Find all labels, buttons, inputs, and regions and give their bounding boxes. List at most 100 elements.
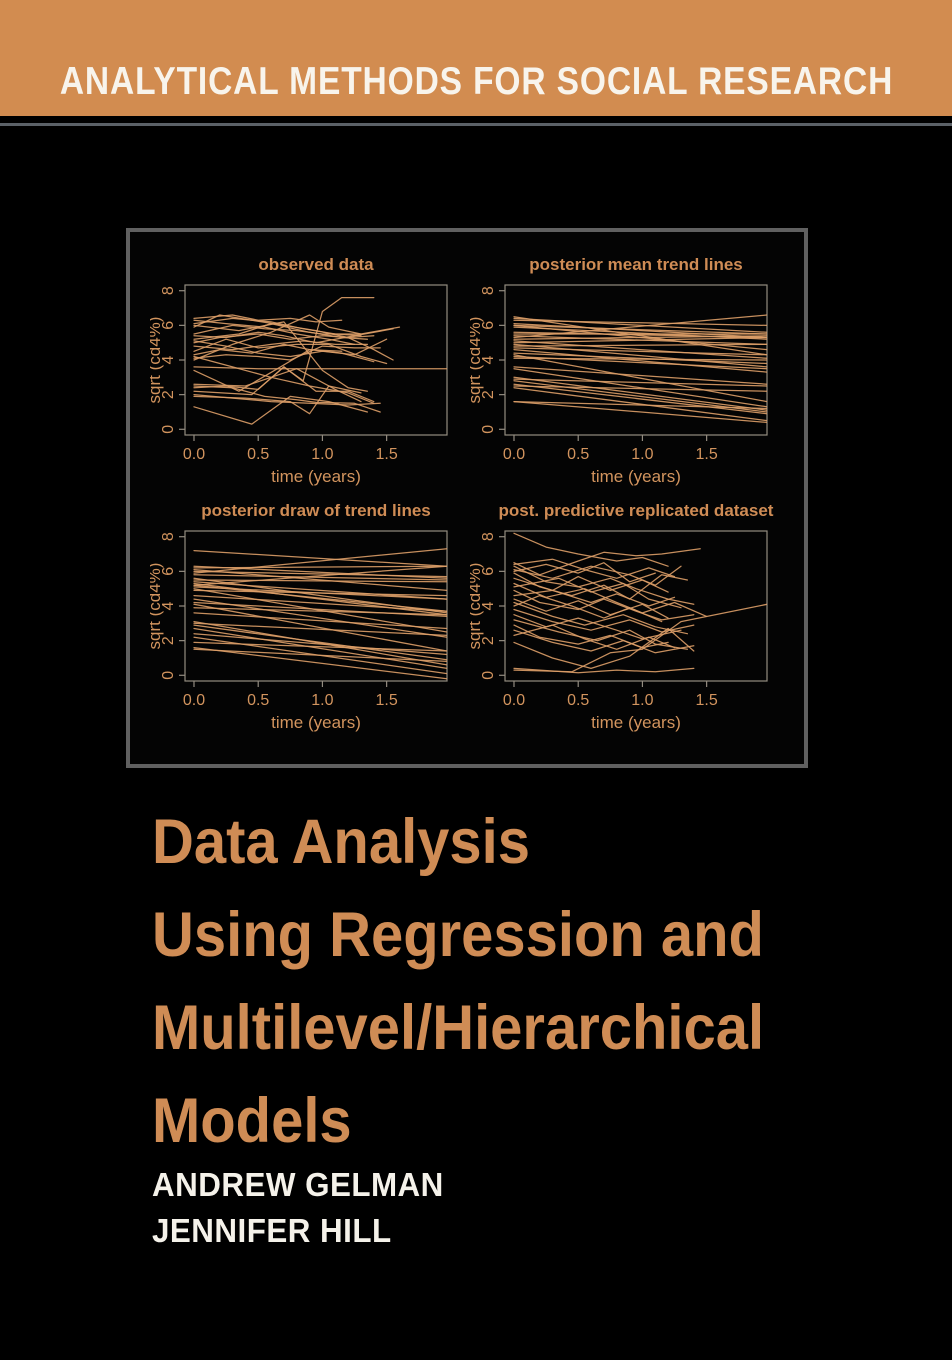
data-line	[513, 577, 682, 609]
x-tick-label: 1.0	[311, 692, 333, 709]
y-axis-label: sqrt (cd4%)	[470, 563, 484, 650]
book-title-line: Data Analysis	[152, 807, 530, 877]
data-line	[193, 620, 447, 666]
data-line	[193, 627, 447, 670]
y-tick-label: 0	[480, 671, 497, 680]
data-line	[193, 340, 369, 351]
data-line	[193, 338, 388, 358]
data-line	[513, 385, 767, 392]
data-line	[193, 366, 447, 370]
x-axis-label: time (years)	[271, 713, 361, 732]
panel-title: posterior draw of trend lines	[201, 501, 431, 520]
data-line	[513, 343, 767, 347]
data-line	[193, 345, 381, 361]
x-axis-label: time (years)	[591, 467, 681, 486]
data-line	[513, 589, 695, 621]
data-line	[513, 336, 767, 344]
series-group	[513, 314, 767, 424]
x-tick-label: 1.5	[696, 446, 718, 463]
data-line	[513, 562, 656, 583]
x-tick-label: 1.5	[696, 692, 718, 709]
divider-line	[0, 123, 952, 126]
chart-svg: posterior draw of trend lines 0.0 0.5 1.0 1.…	[145, 501, 448, 732]
plot-frame	[184, 284, 448, 436]
data-line	[513, 357, 767, 361]
data-line	[193, 579, 447, 583]
author-name: JENNIFER HILL	[152, 1212, 392, 1249]
data-line	[513, 368, 767, 408]
book-title-line: Multilevel/Hierarchical	[152, 993, 765, 1063]
book-title: Data Analysis Using Regression and Multi…	[152, 796, 764, 1168]
data-line	[193, 548, 447, 574]
data-line	[513, 400, 767, 424]
figure-panel: observed data 0.0 0.5 1.0 1.5 0 2 4 6 8 time (year…	[126, 228, 808, 768]
data-line	[513, 340, 767, 359]
chart-svg: posterior mean trend lines 0.0 0.5 1.0 1.5 0 2…	[465, 255, 768, 486]
x-tick-label: 1.5	[376, 446, 398, 463]
series-title: ANALYTICAL METHODS FOR SOCIAL RESEARCH	[59, 60, 893, 103]
x-tick-label: 0.5	[567, 446, 589, 463]
x-tick-label: 0.5	[567, 692, 589, 709]
series-banner: ANALYTICAL METHODS FOR SOCIAL RESEARCH	[0, 0, 952, 116]
panel-title: posterior mean trend lines	[529, 255, 743, 274]
y-tick-label: 6	[480, 321, 497, 330]
y-tick-label: 4	[480, 355, 497, 364]
data-line	[193, 633, 447, 656]
data-line	[193, 648, 447, 663]
data-line	[193, 594, 447, 612]
data-line	[513, 348, 767, 373]
data-line	[193, 574, 447, 581]
data-line	[513, 322, 767, 339]
y-tick-label: 6	[160, 321, 177, 330]
data-line	[513, 598, 669, 619]
data-line	[193, 581, 447, 600]
data-line	[193, 565, 447, 569]
chart-svg: observed data 0.0 0.5 1.0 1.5 0 2 4 6 8 time (year…	[145, 255, 448, 486]
data-line	[193, 565, 447, 586]
x-tick-label: 0.0	[183, 692, 205, 709]
data-line	[513, 352, 767, 365]
data-line	[193, 324, 362, 335]
data-line	[193, 607, 447, 616]
data-line	[513, 383, 767, 415]
panel-title: post. predictive replicated dataset	[499, 501, 774, 520]
y-tick-label: 8	[480, 532, 497, 541]
x-axis-label: time (years)	[591, 713, 681, 732]
data-line	[513, 400, 767, 410]
data-line	[193, 641, 447, 652]
y-tick-label: 4	[160, 601, 177, 610]
data-line	[513, 624, 669, 649]
x-tick-label: 0.0	[503, 446, 525, 463]
data-line	[513, 387, 767, 422]
data-line	[193, 588, 447, 633]
book-title-line: Models	[152, 1086, 352, 1156]
data-line	[193, 598, 447, 638]
data-line	[513, 624, 676, 650]
y-tick-label: 4	[480, 601, 497, 610]
plot-post-predictive-replicated-dataset: post. predictive replicated dataset 0.0 0.…	[465, 486, 790, 736]
x-axis-label: time (years)	[271, 467, 361, 486]
panel-title: observed data	[258, 255, 374, 274]
data-line	[193, 296, 375, 396]
x-tick-label: 1.0	[631, 692, 653, 709]
data-line	[193, 612, 447, 630]
data-line	[513, 378, 767, 387]
data-line	[513, 548, 701, 576]
x-tick-label: 0.5	[247, 692, 269, 709]
y-tick-label: 2	[160, 636, 177, 645]
data-line	[513, 667, 695, 674]
data-line	[193, 549, 447, 567]
data-line	[193, 343, 343, 356]
data-line	[513, 376, 767, 411]
data-line	[513, 335, 767, 340]
data-line	[513, 347, 767, 356]
x-tick-label: 1.5	[376, 692, 398, 709]
book-title-line: Using Regression and	[152, 900, 764, 970]
y-tick-label: 2	[480, 636, 497, 645]
plot-posterior-draw-of-trend-lines: posterior draw of trend lines 0.0 0.5 1.0 1.…	[145, 486, 470, 736]
data-line	[513, 627, 695, 670]
y-tick-label: 2	[480, 390, 497, 399]
data-line	[513, 565, 682, 586]
data-line	[193, 385, 362, 415]
